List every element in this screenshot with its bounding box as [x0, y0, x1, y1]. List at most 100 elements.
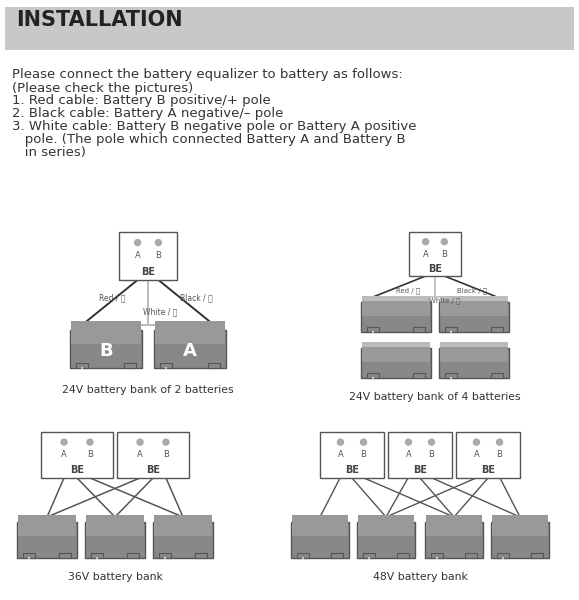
- Bar: [291, 522, 349, 558]
- Bar: [440, 342, 508, 352]
- Bar: [363, 553, 375, 558]
- Text: BE: BE: [413, 465, 427, 475]
- Bar: [5, 7, 574, 50]
- Text: BE: BE: [70, 465, 84, 475]
- Text: B: B: [497, 450, 503, 459]
- Circle shape: [163, 439, 169, 445]
- Text: Black / 黑: Black / 黑: [180, 293, 213, 302]
- Text: BE: BE: [146, 465, 160, 475]
- Bar: [331, 553, 343, 558]
- Text: B: B: [87, 450, 93, 459]
- Bar: [362, 296, 430, 306]
- Text: –: –: [401, 556, 405, 565]
- Text: B: B: [428, 450, 434, 459]
- Text: +: +: [78, 365, 86, 376]
- Text: +: +: [447, 376, 455, 385]
- Bar: [440, 347, 508, 362]
- Bar: [445, 327, 457, 332]
- Bar: [119, 232, 177, 280]
- Bar: [23, 553, 35, 558]
- Text: B: B: [99, 342, 113, 360]
- Text: 24V battery bank of 4 batteries: 24V battery bank of 4 batteries: [349, 392, 521, 402]
- Text: +: +: [369, 329, 377, 340]
- Text: 24V battery bank of 2 batteries: 24V battery bank of 2 batteries: [62, 385, 234, 395]
- Text: –: –: [534, 556, 540, 565]
- Text: –: –: [127, 365, 133, 376]
- Text: –: –: [335, 556, 339, 565]
- Text: 3. White cable: Battery B negative pole or Battery A positive: 3. White cable: Battery B negative pole …: [12, 120, 416, 133]
- Text: 36V battery bank: 36V battery bank: [68, 572, 163, 582]
- Bar: [76, 363, 88, 368]
- Bar: [86, 516, 144, 526]
- Bar: [431, 553, 443, 558]
- Text: +: +: [162, 365, 170, 376]
- Bar: [41, 432, 113, 478]
- Bar: [439, 348, 509, 378]
- Text: 2. Black cable: Battery A negative/– pole: 2. Black cable: Battery A negative/– pol…: [12, 107, 283, 120]
- Circle shape: [405, 439, 412, 445]
- Bar: [445, 373, 457, 378]
- Bar: [85, 522, 145, 558]
- Bar: [71, 321, 141, 344]
- Circle shape: [423, 239, 428, 245]
- Bar: [18, 516, 76, 526]
- Circle shape: [155, 239, 162, 245]
- Text: White / 白: White / 白: [429, 297, 461, 304]
- Bar: [492, 516, 548, 526]
- Circle shape: [61, 439, 67, 445]
- Text: 48V battery bank: 48V battery bank: [372, 572, 467, 582]
- Bar: [491, 522, 549, 558]
- Bar: [413, 373, 425, 378]
- Bar: [160, 363, 172, 368]
- Text: White / 白: White / 白: [143, 307, 177, 316]
- Bar: [155, 321, 225, 344]
- Text: Red / 红: Red / 红: [100, 293, 126, 302]
- Text: B: B: [156, 251, 162, 260]
- Bar: [492, 515, 548, 536]
- Bar: [456, 432, 520, 478]
- Text: +: +: [433, 556, 441, 565]
- Bar: [367, 373, 379, 378]
- Text: INSTALLATION: INSTALLATION: [16, 10, 182, 30]
- Text: BE: BE: [428, 263, 442, 274]
- Bar: [71, 324, 141, 334]
- Text: A: A: [406, 450, 411, 459]
- Bar: [491, 373, 503, 378]
- Bar: [440, 296, 508, 306]
- Text: B: B: [441, 250, 448, 259]
- Bar: [388, 432, 452, 478]
- Bar: [409, 232, 461, 276]
- Bar: [292, 516, 348, 526]
- Text: A: A: [183, 342, 197, 360]
- Bar: [195, 553, 207, 558]
- Text: –: –: [494, 376, 500, 385]
- Bar: [320, 432, 384, 478]
- Bar: [426, 515, 482, 536]
- Bar: [154, 330, 226, 368]
- Text: A: A: [474, 450, 479, 459]
- Circle shape: [338, 439, 343, 445]
- Bar: [491, 327, 503, 332]
- Text: +: +: [447, 329, 455, 340]
- Text: –: –: [130, 556, 135, 565]
- Text: –: –: [416, 376, 422, 385]
- Circle shape: [137, 439, 143, 445]
- Bar: [426, 516, 482, 526]
- Bar: [153, 522, 213, 558]
- Text: –: –: [468, 556, 474, 565]
- Bar: [155, 324, 225, 334]
- Text: A: A: [338, 450, 343, 459]
- Text: +: +: [299, 556, 307, 565]
- Text: BE: BE: [345, 465, 359, 475]
- Text: +: +: [161, 556, 169, 565]
- Text: pole. (The pole which connected Battery A and Battery B: pole. (The pole which connected Battery …: [12, 133, 406, 146]
- Bar: [70, 330, 142, 368]
- Bar: [17, 522, 77, 558]
- Text: in series): in series): [12, 146, 86, 159]
- Bar: [361, 302, 431, 332]
- Bar: [367, 327, 379, 332]
- Text: –: –: [211, 365, 217, 376]
- Bar: [86, 515, 144, 536]
- Bar: [208, 363, 220, 368]
- Text: A: A: [423, 250, 428, 259]
